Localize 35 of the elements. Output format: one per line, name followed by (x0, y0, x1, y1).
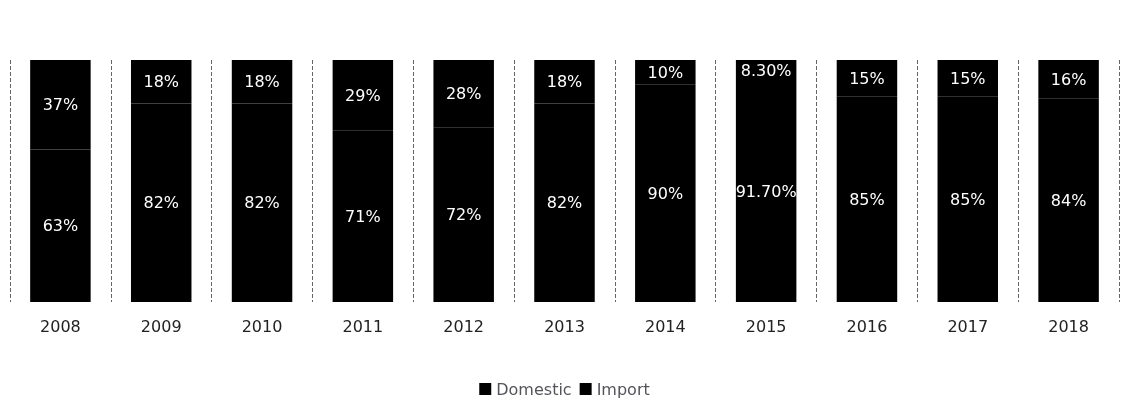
data-label: 82% (546, 193, 583, 213)
data-label: 90% (647, 183, 684, 203)
x-tick-label: 2017 (947, 316, 989, 336)
data-label: 91.70% (735, 181, 797, 201)
x-tick-label: 2011 (342, 316, 384, 336)
x-tick-label: 2015 (745, 316, 787, 336)
x-tick-label: 2009 (140, 316, 182, 336)
data-label: 16% (1050, 69, 1087, 89)
x-tick-label: 2013 (544, 316, 585, 336)
x-tick-label: 2016 (846, 316, 888, 336)
data-label: 82% (244, 193, 280, 213)
data-label: 84% (1050, 190, 1087, 210)
x-tick-label: 2014 (644, 316, 686, 336)
x-tick-label: 2008 (40, 316, 81, 336)
data-label: 15% (949, 68, 986, 88)
data-label: 18% (143, 72, 180, 92)
x-tick-label: 2010 (241, 316, 283, 336)
data-label: 29% (345, 85, 381, 105)
data-label: 85% (949, 189, 986, 209)
data-label: 18% (546, 72, 583, 92)
data-label: 15% (849, 68, 885, 88)
legend-label: Import (596, 379, 650, 399)
data-label: 71% (345, 206, 381, 226)
data-label: 18% (244, 72, 280, 92)
legend-label: Domestic (496, 379, 572, 399)
data-label: 63% (42, 216, 79, 236)
data-label: 37% (42, 95, 79, 115)
data-label: 82% (143, 193, 180, 213)
data-label: 72% (445, 205, 482, 225)
data-label: 28% (445, 84, 482, 104)
data-label: 85% (849, 189, 885, 209)
data-label: 10% (647, 62, 684, 82)
x-tick-label: 2012 (443, 316, 485, 336)
x-tick-label: 2018 (1048, 316, 1089, 336)
data-label: 8.30% (740, 60, 792, 80)
